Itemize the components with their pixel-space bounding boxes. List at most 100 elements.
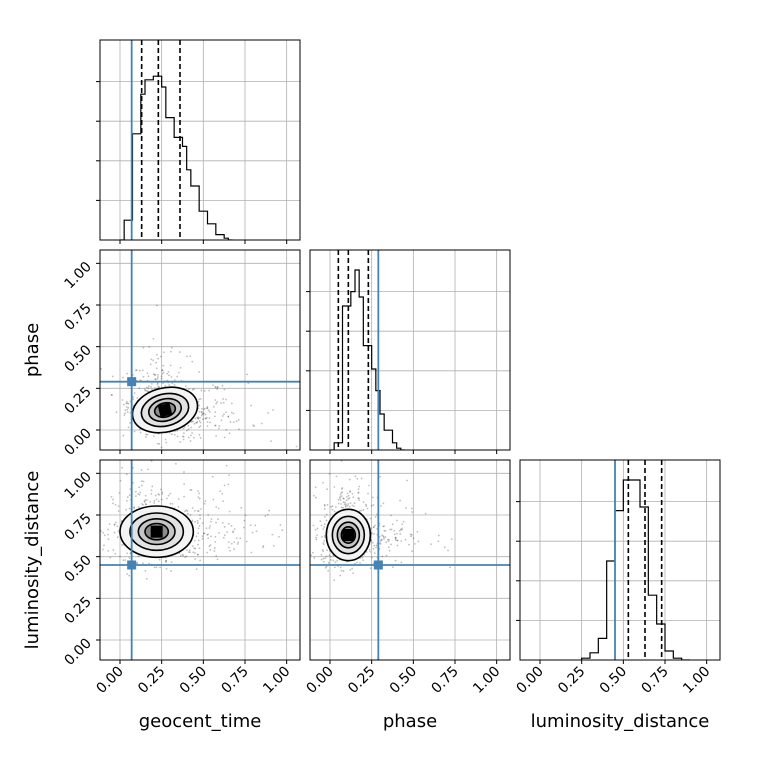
sample-point xyxy=(402,520,405,523)
sample-point xyxy=(179,554,182,557)
sample-point xyxy=(324,557,327,560)
sample-point xyxy=(201,413,204,416)
sample-point xyxy=(144,499,147,501)
sample-point xyxy=(196,416,199,419)
sample-point xyxy=(447,549,449,552)
sample-point xyxy=(197,527,200,530)
sample-point xyxy=(340,506,343,509)
sample-point xyxy=(376,513,378,516)
sample-point xyxy=(327,561,330,564)
sample-point xyxy=(195,535,198,538)
sample-point xyxy=(375,544,378,547)
sample-point xyxy=(125,473,128,476)
sample-point xyxy=(187,424,190,427)
sample-point xyxy=(146,450,148,452)
sample-point xyxy=(221,384,224,387)
sample-point xyxy=(113,531,116,534)
sample-point xyxy=(194,547,197,550)
sample-point xyxy=(179,366,182,369)
sample-point xyxy=(216,385,219,388)
sample-point xyxy=(279,524,282,526)
sample-point xyxy=(146,386,148,389)
sample-point xyxy=(372,526,375,528)
panel-geocent_time-luminosity_distance: 0.00 0.25 0.50 0.75 1.000.000.250.500.751.00 xyxy=(61,450,312,697)
sample-point xyxy=(214,541,217,543)
sample-point xyxy=(228,474,230,477)
sample-point xyxy=(153,373,156,376)
sample-point xyxy=(401,527,404,530)
sample-point xyxy=(112,549,115,551)
sample-point xyxy=(188,551,191,554)
sample-point xyxy=(169,492,172,495)
sample-point xyxy=(339,496,342,498)
sample-point xyxy=(228,546,230,549)
sample-point xyxy=(151,485,154,488)
sample-point xyxy=(137,506,140,508)
sample-point xyxy=(310,554,313,556)
sample-point xyxy=(192,388,195,391)
sample-point xyxy=(347,497,350,500)
sample-point xyxy=(205,527,208,530)
sample-point xyxy=(133,392,136,394)
y-tick-label: 1.00 xyxy=(61,469,94,502)
sample-point xyxy=(137,492,140,495)
sample-point xyxy=(310,542,312,544)
x-tick-label: 0.00 xyxy=(93,664,126,697)
sample-point xyxy=(161,372,164,375)
sample-point xyxy=(114,503,117,506)
sample-point xyxy=(160,498,163,501)
sample-point xyxy=(144,503,147,506)
sample-point xyxy=(233,528,236,530)
sample-point xyxy=(182,427,185,430)
sample-point xyxy=(215,506,218,508)
sample-point xyxy=(385,541,388,544)
sample-point xyxy=(301,547,303,549)
sample-point xyxy=(181,435,184,438)
contour-line xyxy=(147,397,183,423)
sample-point xyxy=(158,386,160,389)
sample-point xyxy=(326,488,329,491)
sample-point xyxy=(348,478,351,481)
sample-point xyxy=(212,406,215,408)
sample-point xyxy=(242,526,245,529)
sample-point xyxy=(220,419,223,422)
sample-point xyxy=(155,566,158,569)
sample-point xyxy=(187,428,190,431)
sample-point xyxy=(387,540,390,543)
sample-point xyxy=(346,504,349,507)
sample-point xyxy=(150,382,153,385)
sample-point xyxy=(333,566,336,569)
sample-point xyxy=(394,538,397,541)
sample-point xyxy=(107,550,110,552)
sample-point xyxy=(342,497,345,500)
sample-point xyxy=(267,412,270,414)
truth-marker xyxy=(127,377,137,387)
sample-point xyxy=(381,534,384,537)
sample-point xyxy=(155,361,158,364)
sample-point xyxy=(195,568,198,571)
sample-point xyxy=(331,508,334,511)
sample-point xyxy=(362,509,365,511)
x-tick-label: 0.75 xyxy=(638,664,671,697)
x-tick-label: 0.00 xyxy=(303,664,336,697)
sample-point xyxy=(217,518,219,521)
sample-point xyxy=(226,531,228,534)
sample-point xyxy=(319,520,322,522)
sample-point xyxy=(144,503,147,506)
sample-point xyxy=(390,514,392,517)
sample-point xyxy=(369,567,372,570)
sample-point xyxy=(156,304,158,307)
sample-point xyxy=(312,524,315,527)
sample-point xyxy=(303,557,305,559)
sample-point xyxy=(386,538,389,541)
sample-point xyxy=(237,419,240,421)
sample-point xyxy=(128,507,131,510)
sample-point xyxy=(342,497,345,500)
sample-point xyxy=(247,382,250,385)
sample-point xyxy=(199,437,202,439)
sample-point xyxy=(230,411,233,414)
sample-point xyxy=(320,524,323,527)
sample-point xyxy=(144,501,146,503)
sample-point xyxy=(150,385,153,388)
sample-point xyxy=(214,385,217,388)
